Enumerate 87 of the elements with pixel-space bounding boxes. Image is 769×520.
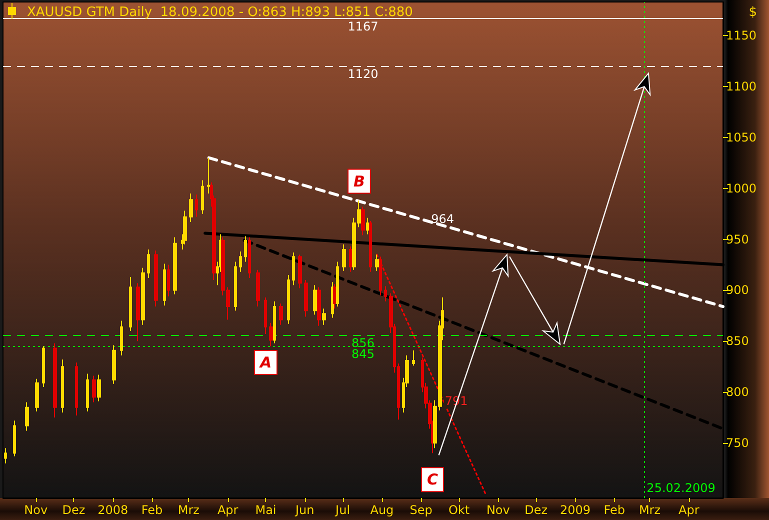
x-tick-label: Okt	[448, 503, 470, 517]
x-tick-label: Mai	[255, 503, 276, 517]
x-tick-label: Dez	[524, 503, 548, 517]
x-tick-label: Apr	[217, 503, 238, 517]
y-tick-label: 800	[726, 385, 749, 400]
x-tick-label: Aug	[370, 503, 394, 517]
candlestick	[53, 342, 57, 418]
x-tick-label: 2009	[560, 503, 590, 517]
candlestick	[234, 261, 237, 312]
candlestick	[201, 180, 204, 214]
x-tick-label: Feb	[604, 503, 625, 517]
candlestick	[61, 358, 64, 413]
candlestick	[25, 402, 29, 432]
candlestick	[379, 256, 382, 296]
x-tick-label: Jun	[294, 503, 314, 517]
candlestick	[313, 284, 317, 316]
candlestick	[322, 308, 326, 326]
x-tick-label: Mrz	[638, 503, 661, 517]
candlestick	[342, 244, 346, 272]
candlestick	[112, 344, 116, 384]
candlestick	[92, 375, 96, 403]
candlestick	[304, 280, 308, 318]
y-tick-label: 1000	[726, 181, 757, 196]
candlestick	[141, 267, 145, 326]
candlestick	[163, 263, 166, 306]
candlestick	[256, 269, 260, 308]
candlestick	[136, 282, 140, 342]
y-tick-label: 900	[726, 283, 749, 298]
candlestick	[375, 254, 379, 272]
candlestick	[248, 236, 251, 279]
x-tick-label: Nov	[486, 503, 510, 517]
y-tick-label: 1150	[726, 28, 757, 43]
candlestick	[292, 252, 295, 286]
candlestick	[173, 236, 177, 295]
x-tick-label: Feb	[141, 503, 163, 517]
candlestick	[154, 250, 158, 308]
x-tick-label: Nov	[24, 503, 48, 517]
candlestick	[129, 276, 132, 332]
candlestick	[384, 286, 387, 302]
candlestick	[298, 254, 302, 289]
ref-line-label: 25.02.2009	[646, 481, 716, 495]
annotation: 964	[431, 212, 454, 226]
candlestick	[86, 373, 89, 412]
candlestick	[13, 420, 16, 457]
candlestick	[42, 346, 45, 388]
ref-line-label: 845	[352, 347, 374, 362]
y-axis-title: $	[748, 5, 758, 20]
candlestick	[361, 206, 365, 236]
candlestick	[4, 448, 7, 464]
candlestick	[167, 264, 170, 297]
candlestick	[120, 320, 123, 356]
ref-line-label: 1167	[348, 19, 378, 34]
candlestick	[35, 378, 39, 412]
candlestick	[189, 192, 193, 222]
candlestick	[349, 246, 352, 272]
candlestick	[412, 350, 415, 366]
chart-title: XAUUSD GTM Daily 18.09.2008 - O:863 H:893 L:851 C:880	[27, 5, 413, 20]
candlestick	[75, 362, 78, 416]
x-tick-label: 2008	[98, 503, 128, 517]
candlestick	[369, 220, 372, 272]
y-tick-label: 1050	[726, 130, 757, 144]
candlestick	[97, 374, 101, 402]
y-tick-label: 1100	[726, 80, 757, 94]
candlestick	[264, 296, 267, 335]
ref-line-label: 1120	[348, 67, 378, 82]
candlestick	[317, 286, 321, 326]
candlestick	[336, 261, 339, 308]
candlestick	[273, 300, 276, 344]
x-tick-label: Apr	[678, 503, 700, 517]
annotation: B	[353, 172, 365, 190]
x-tick-label: Mrz	[178, 503, 200, 517]
y-tick-label: 850	[726, 334, 749, 348]
candlestick	[287, 274, 290, 324]
annotation: C	[426, 470, 438, 489]
candlestick	[244, 236, 247, 262]
y-tick-label: 750	[726, 436, 749, 450]
candlestick	[207, 157, 211, 194]
x-tick-label: Sep	[410, 503, 432, 517]
x-tick-label: Jul	[334, 503, 350, 517]
candlestick	[195, 194, 198, 218]
candlestick	[239, 251, 242, 272]
candlestick	[279, 302, 283, 326]
candlestick	[147, 248, 150, 279]
annotation: A	[258, 354, 272, 372]
y-tick-label: 950	[726, 232, 749, 246]
x-tick-label: Dez	[62, 503, 86, 517]
candlestick	[269, 322, 273, 347]
